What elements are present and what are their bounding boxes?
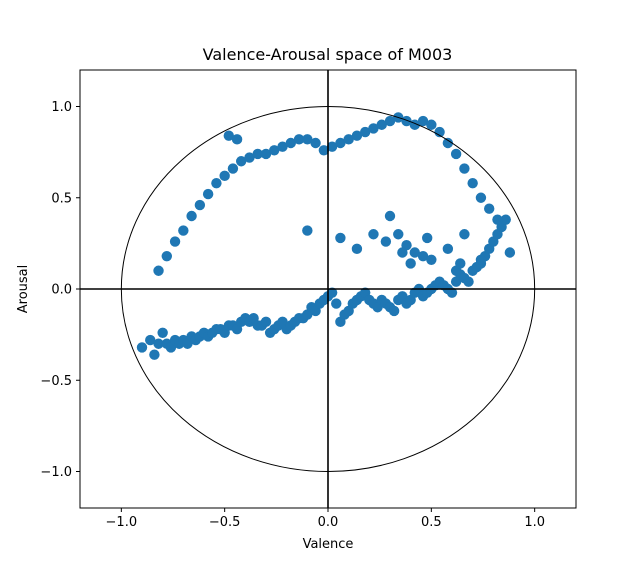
y-tick-label: 0.0 [51, 283, 72, 298]
x-tick-label: 1.0 [524, 515, 545, 530]
data-point [326, 141, 338, 152]
data-point [463, 276, 474, 287]
data-point [277, 141, 288, 152]
data-point [475, 254, 487, 265]
data-point [475, 192, 487, 203]
data-point [149, 349, 160, 360]
y-tick-label: −0.5 [40, 374, 72, 389]
data-point [285, 137, 296, 149]
data-point [442, 243, 454, 255]
data-point [252, 148, 263, 160]
data-point [384, 115, 396, 127]
data-point [417, 250, 429, 262]
data-point [153, 338, 164, 349]
data-point [442, 137, 454, 149]
data-point [335, 137, 346, 149]
data-point [351, 130, 363, 141]
data-point [401, 115, 412, 127]
data-point [211, 177, 222, 189]
data-point [434, 126, 445, 138]
data-point [492, 214, 503, 225]
y-axis-label: Arousal [16, 265, 31, 314]
data-point [153, 265, 164, 276]
x-axis-ticks: −1.0 −0.5 0.0 0.5 1.0 [106, 508, 545, 530]
data-point [231, 134, 243, 145]
x-tick-label: −1.0 [106, 515, 138, 530]
data-point [380, 236, 392, 247]
data-point [302, 225, 313, 236]
data-point [351, 243, 363, 255]
data-point [384, 210, 396, 222]
data-point [504, 247, 516, 258]
data-point [426, 119, 437, 130]
data-point [326, 287, 338, 298]
data-point [169, 236, 181, 247]
data-point [422, 232, 433, 244]
data-point [360, 126, 371, 138]
data-point [455, 258, 466, 269]
data-point [161, 250, 172, 262]
data-point [293, 134, 305, 145]
data-point [310, 137, 321, 149]
points-layer [136, 112, 516, 360]
data-point [157, 327, 168, 338]
y-tick-label: 0.5 [51, 191, 72, 206]
data-point [260, 316, 272, 328]
data-point [219, 170, 230, 182]
data-point [426, 254, 437, 265]
data-point [244, 152, 255, 163]
data-point [260, 148, 272, 160]
y-tick-label: 1.0 [51, 100, 72, 115]
x-tick-label: 0.5 [421, 515, 442, 530]
data-point [388, 305, 400, 317]
data-point [178, 225, 189, 236]
y-tick-label: −1.0 [40, 465, 72, 480]
data-point [459, 163, 470, 174]
data-point [397, 247, 408, 258]
data-point [450, 148, 462, 160]
data-point [417, 115, 429, 127]
data-point [318, 145, 330, 156]
data-point [186, 210, 197, 222]
chart-title: Valence-Arousal space of M003 [203, 45, 453, 64]
data-point [136, 342, 148, 353]
data-point [446, 287, 458, 298]
data-point [409, 247, 420, 258]
data-point [467, 177, 478, 189]
data-point [393, 229, 404, 240]
data-point [405, 258, 416, 269]
x-tick-label: 0.0 [318, 515, 339, 530]
plot-area [80, 70, 576, 508]
data-point [331, 298, 342, 309]
data-point [302, 134, 313, 145]
data-point [223, 130, 234, 141]
y-axis-ticks: −1.0 −0.5 0.0 0.5 1.0 [40, 100, 80, 480]
data-point [500, 214, 511, 225]
data-point [343, 134, 354, 145]
data-point [236, 156, 247, 167]
data-point [335, 232, 346, 244]
data-point [368, 123, 379, 134]
data-point [269, 145, 280, 156]
x-axis-label: Valence [303, 537, 354, 552]
data-point [368, 229, 379, 240]
data-point [202, 188, 214, 200]
data-point [145, 334, 156, 346]
data-point [376, 119, 387, 130]
data-point [459, 229, 470, 240]
reference-layer [80, 70, 576, 508]
data-point [227, 163, 239, 174]
data-point [194, 199, 206, 211]
x-tick-label: −0.5 [209, 515, 241, 530]
data-point [484, 203, 495, 214]
